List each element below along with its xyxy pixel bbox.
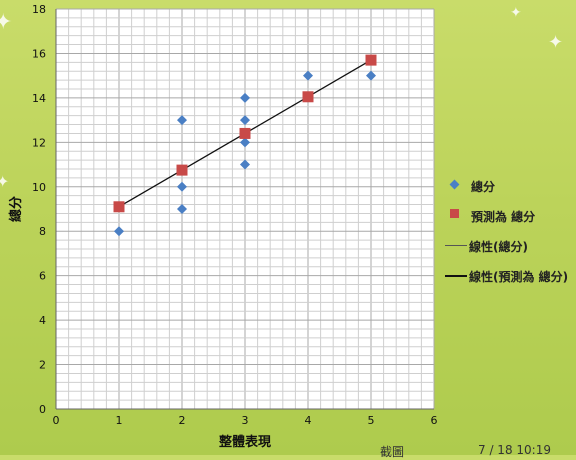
line-marker-icon: [445, 245, 467, 246]
x-tick-label: 5: [368, 414, 375, 427]
y-tick-label: 16: [32, 47, 46, 60]
x-tick-label: 0: [53, 414, 60, 427]
y-tick-labels: 0 2 4 6 8 10 12 14 16 18: [32, 3, 46, 416]
square-marker-icon: [450, 209, 459, 218]
x-axis-title: 整體表現: [218, 434, 271, 450]
scatter-point: [177, 204, 187, 214]
scatter-point: [303, 70, 313, 81]
predicted-point: [302, 91, 314, 103]
sparkle-decoration: ✦: [510, 5, 522, 21]
legend-label: 預測為 總分: [471, 210, 536, 224]
diamond-marker-icon: [449, 179, 460, 190]
legend: 總分 預測為 總分 線性(總分) 線性(預測為 總分): [445, 176, 575, 296]
legend-item-total: 總分: [445, 176, 575, 206]
footer-caption: 截圖: [380, 445, 405, 459]
y-tick-label: 8: [39, 225, 46, 238]
y-tick-label: 2: [39, 359, 46, 372]
legend-label: 總分: [471, 180, 496, 194]
sparkle-decoration: ✦: [0, 10, 13, 35]
legend-item-linear-total: 線性(總分): [445, 236, 575, 266]
line-marker-icon: [445, 275, 467, 277]
x-tick-label: 6: [431, 414, 438, 427]
scatter-point: [240, 92, 250, 103]
legend-label: 線性(總分): [469, 240, 528, 254]
predicted-point: [365, 54, 377, 66]
y-tick-label: 12: [32, 136, 46, 149]
predicted-point: [239, 127, 251, 139]
x-tick-label: 1: [116, 414, 123, 427]
sparkle-decoration: ✦: [548, 32, 564, 53]
predicted-point: [176, 164, 188, 176]
y-axis-title: 總分: [8, 196, 24, 222]
scatter-point: [240, 115, 250, 126]
scatter-point: [177, 115, 187, 126]
y-tick-label: 4: [39, 314, 46, 327]
x-tick-label: 2: [179, 414, 186, 427]
scatter-point: [366, 70, 376, 81]
scatter-point: [177, 181, 187, 192]
data-points: [113, 54, 377, 237]
legend-label: 線性(預測為 總分): [469, 270, 569, 284]
predicted-point: [113, 201, 125, 213]
scatter-point: [240, 159, 250, 170]
scatter-point: [114, 226, 124, 237]
footer-timestamp: 7 / 18 10:19: [478, 443, 551, 457]
x-tick-labels: 0 1 2 3 4 5 6: [53, 414, 438, 427]
y-tick-label: 0: [39, 403, 46, 416]
y-tick-label: 6: [39, 270, 46, 283]
y-tick-label: 14: [32, 92, 46, 105]
sparkle-decoration: ✦: [0, 172, 10, 191]
axes: [55, 9, 434, 410]
x-tick-label: 3: [242, 414, 249, 427]
scatter-point: [240, 137, 250, 148]
x-tick-label: 4: [305, 414, 312, 427]
y-tick-label: 10: [32, 181, 46, 194]
legend-item-linear-predicted: 線性(預測為 總分): [445, 266, 575, 296]
legend-item-predicted: 預測為 總分: [445, 206, 575, 236]
y-tick-label: 18: [32, 3, 46, 16]
